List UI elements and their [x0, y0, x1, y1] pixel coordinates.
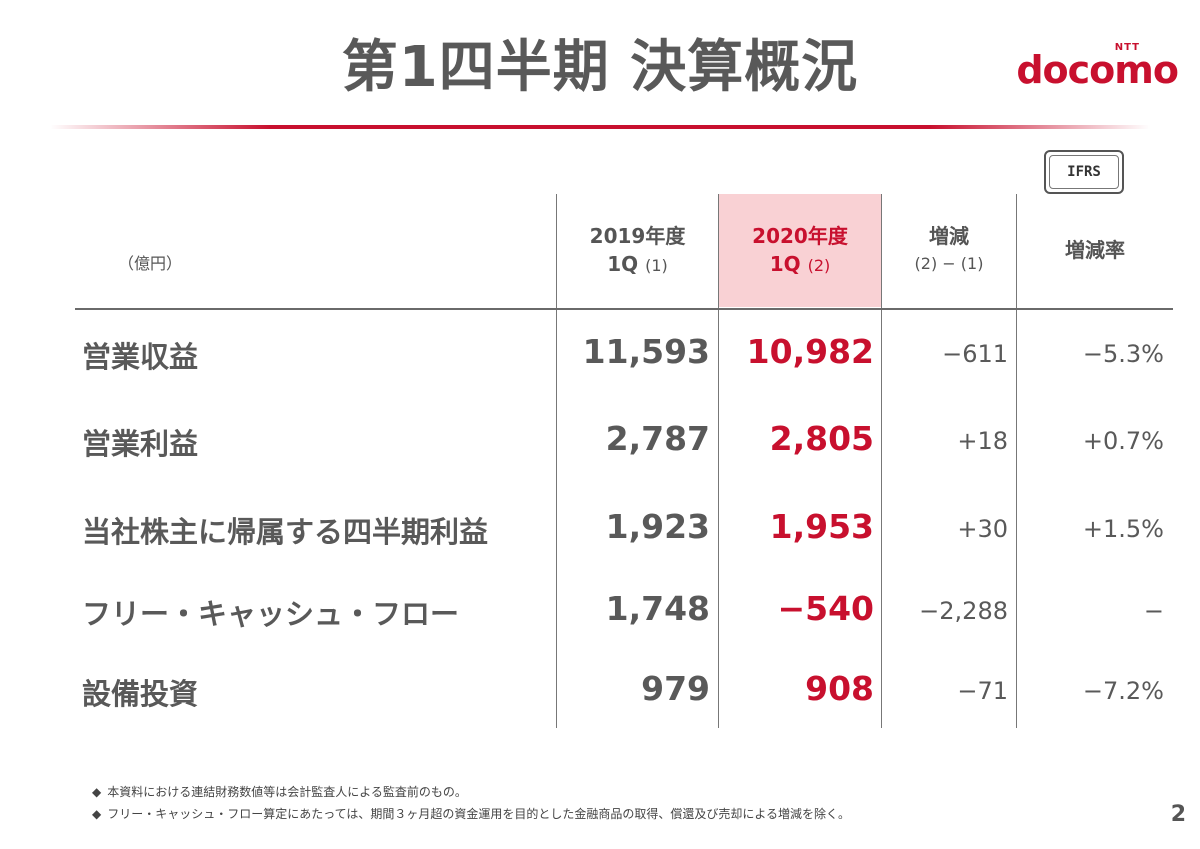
value-rate: −7.2%: [1082, 677, 1164, 705]
logo-wordmark: docomo: [1016, 48, 1179, 92]
value-diff: −2,288: [919, 597, 1008, 625]
value-diff: +18: [957, 427, 1008, 455]
value-fy2019: 1,748: [605, 589, 710, 628]
title-underline: [50, 125, 1150, 129]
diamond-bullet-icon: ◆: [92, 807, 102, 821]
table-divider-4: [1016, 194, 1017, 728]
footnote: ◆ 本資料における連結財務数値等は会計監査人による監査前のもの。: [92, 783, 467, 800]
value-fy2020: 2,805: [769, 419, 874, 458]
header-fy2019-tag: (1): [645, 256, 668, 275]
row-label: 当社株主に帰属する四半期利益: [82, 515, 489, 549]
header-diff-title: 増減: [929, 224, 969, 248]
value-fy2019: 11,593: [582, 332, 710, 371]
value-rate: −5.3%: [1082, 340, 1164, 368]
row-label: 営業収益: [82, 340, 199, 374]
footnote-text: 本資料における連結財務数値等は会計監査人による監査前のもの。: [107, 785, 467, 799]
value-fy2019: 2,787: [605, 419, 710, 458]
header-diff: 増減 (2) − (1): [882, 222, 1016, 278]
docomo-logo: NTT docomo: [1016, 42, 1179, 92]
value-diff: −71: [957, 677, 1008, 705]
footnote: ◆ フリー・キャッシュ・フロー算定にあたっては、期間３ヶ月超の資金運用を目的とした…: [92, 805, 850, 822]
value-fy2020: −540: [777, 589, 874, 628]
footnote-text: フリー・キャッシュ・フロー算定にあたっては、期間３ヶ月超の資金運用を目的とした金…: [107, 807, 851, 821]
row-label: フリー・キャッシュ・フロー: [82, 597, 460, 631]
table-highlight-column: [719, 194, 881, 307]
value-rate: +1.5%: [1082, 515, 1164, 543]
header-rate: 増減率: [1065, 238, 1125, 262]
table-divider-3: [881, 194, 882, 728]
logo-ntt-text: NTT: [1114, 42, 1140, 53]
value-fy2019: 1,923: [605, 507, 710, 546]
value-fy2020: 1,953: [769, 507, 874, 546]
value-rate: −: [1143, 597, 1164, 625]
ifrs-badge-text: IFRS: [1067, 164, 1101, 180]
value-diff: −611: [942, 340, 1008, 368]
table-divider-2: [718, 194, 719, 728]
table-header-rule: [75, 308, 1173, 310]
header-fy2020: 2020年度 1Q (2): [719, 222, 881, 280]
page-number: 2: [1170, 802, 1186, 827]
header-fy2019: 2019年度 1Q (1): [557, 222, 718, 280]
header-fy2020-year: 2020年度: [752, 224, 848, 248]
page-title: 第1四半期 決算概況: [341, 35, 859, 100]
row-label: 設備投資: [82, 677, 199, 711]
row-label: 営業利益: [82, 427, 199, 461]
header-diff-formula: (2) − (1): [914, 254, 984, 273]
diamond-bullet-icon: ◆: [92, 785, 102, 799]
value-fy2020: 908: [805, 669, 874, 708]
value-fy2020: 10,982: [746, 332, 874, 371]
header-fy2020-q: 1Q: [769, 252, 801, 276]
ifrs-badge: IFRS: [1044, 150, 1124, 194]
value-rate: +0.7%: [1082, 427, 1164, 455]
header-fy2020-tag: (2): [807, 256, 831, 275]
header-fy2019-year: 2019年度: [589, 224, 686, 248]
header-fy2019-q: 1Q: [607, 252, 639, 276]
value-diff: +30: [957, 515, 1008, 543]
header-fy2020-quarter: 1Q (2): [719, 250, 881, 280]
table-divider-1: [556, 194, 557, 728]
header-fy2019-quarter: 1Q (1): [557, 250, 718, 280]
value-fy2019: 979: [641, 669, 710, 708]
unit-label: （億円）: [118, 254, 183, 273]
